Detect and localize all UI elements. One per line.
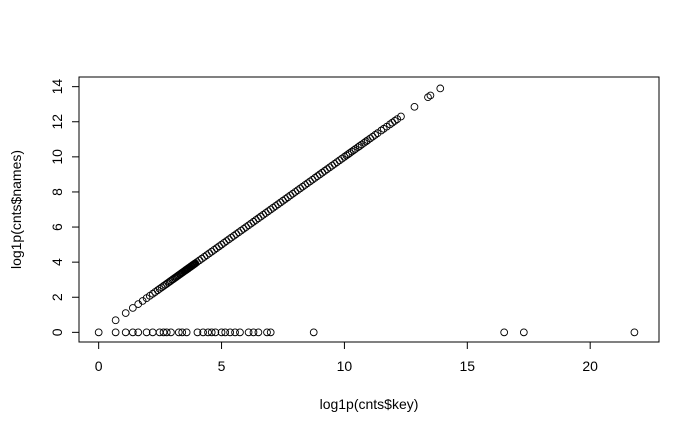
data-point-zero (155, 328, 164, 337)
data-point (436, 84, 445, 93)
data-point (138, 297, 147, 305)
data-point-zero (167, 328, 175, 337)
data-point-zero (207, 328, 216, 337)
y-tick-label: 2 (49, 293, 65, 301)
data-point (410, 102, 419, 111)
data-point-zero (211, 328, 220, 337)
data-point-zero (226, 328, 234, 337)
data-point (345, 149, 354, 157)
data-point-zero (134, 328, 143, 337)
x-tick-label: 20 (582, 358, 598, 374)
data-point-zero (94, 328, 103, 337)
x-tick-label: 0 (95, 358, 103, 374)
data-point (128, 304, 137, 312)
data-point-zero (236, 328, 244, 337)
y-tick-label: 14 (49, 79, 65, 95)
data-point-zero (128, 328, 137, 337)
data-point-zero (254, 328, 263, 337)
y-tick-label: 10 (49, 149, 65, 165)
data-point-zero (174, 328, 183, 337)
data-point (371, 131, 379, 139)
data-point-zero (193, 328, 202, 337)
data-point (390, 117, 399, 125)
y-axis-label: log1p(cnts$names) (8, 150, 24, 269)
y-tick-label: 0 (49, 328, 65, 336)
data-point (155, 284, 164, 293)
data-point-zero (159, 328, 168, 337)
x-tick-label: 15 (460, 358, 476, 374)
y-axis: 0 2 4 6 8 10 12 14 (49, 79, 80, 336)
data-point-zero (178, 328, 187, 337)
x-axis-label: log1p(cnts$key) (320, 396, 419, 412)
data-point (426, 91, 435, 100)
x-tick-label: 5 (218, 358, 226, 374)
data-point-zero (199, 328, 207, 337)
data-point-zero (231, 328, 239, 337)
data-point-zero (519, 328, 528, 337)
data-point-zero (266, 328, 275, 337)
data-point-zero (263, 328, 271, 337)
data-point-zero (204, 328, 212, 337)
data-point-zero (142, 328, 151, 337)
y-tick-label: 12 (49, 114, 65, 130)
data-point-zero (111, 328, 120, 337)
y-tick-label: 4 (49, 258, 65, 266)
data-points (94, 84, 639, 337)
data-point (377, 126, 386, 135)
y-tick-label: 6 (49, 223, 65, 231)
data-point (121, 309, 130, 317)
data-point (111, 316, 120, 325)
data-point-zero (249, 328, 258, 337)
data-point-zero (217, 328, 226, 337)
data-point (397, 112, 405, 121)
data-point-zero (630, 328, 639, 337)
data-point-zero (221, 328, 230, 337)
x-axis: 0 5 10 15 20 (95, 341, 598, 374)
data-point-zero (182, 328, 191, 337)
data-point (424, 93, 432, 102)
y-tick-label: 8 (49, 188, 65, 196)
data-point (153, 286, 162, 295)
data-point-zero (309, 328, 318, 337)
data-point-zero (162, 328, 171, 337)
data-point-zero (500, 328, 509, 337)
data-point-zero (121, 328, 130, 337)
plot-frame (78, 76, 660, 343)
x-tick-label: 10 (337, 358, 353, 374)
data-point-zero (244, 328, 253, 337)
